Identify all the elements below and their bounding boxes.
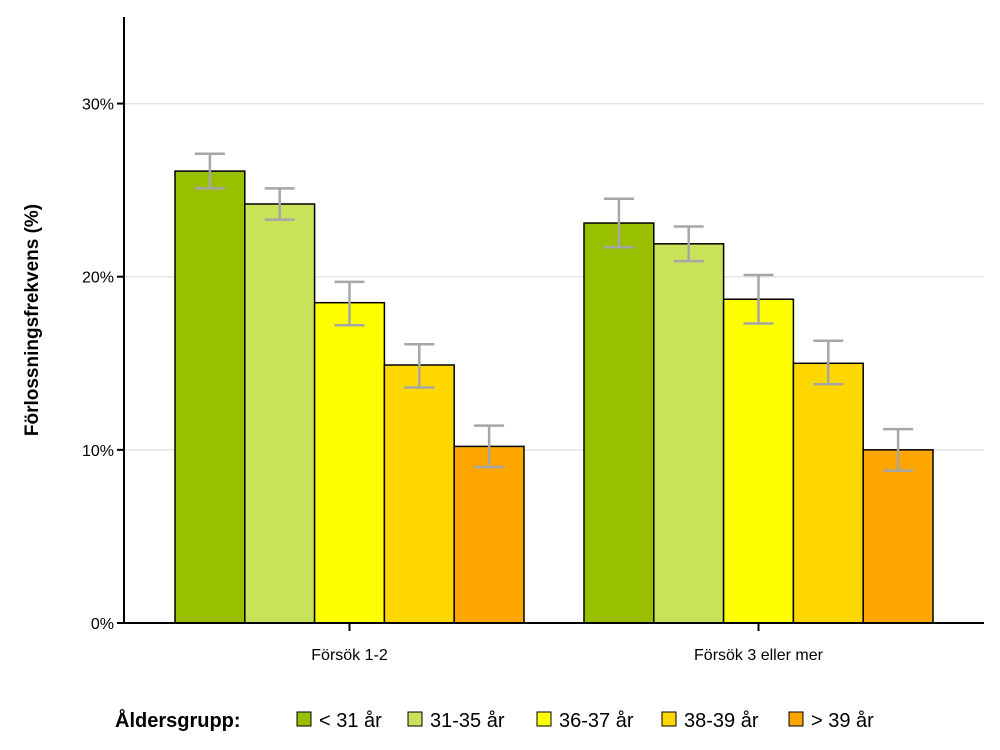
error-bar xyxy=(813,339,844,386)
legend-swatch xyxy=(661,711,677,727)
x-tick-labels: Försök 1-2 Försök 3 eller mer xyxy=(311,647,823,664)
y-tick-label: 20% xyxy=(82,270,114,287)
error-bar xyxy=(404,342,435,389)
y-tick-label: 10% xyxy=(82,443,114,460)
legend-item: 38-39 år xyxy=(661,710,759,732)
legend-item: > 39 år xyxy=(788,710,874,732)
legend-item: < 31 år xyxy=(296,710,382,732)
bar xyxy=(653,243,725,624)
error-bar xyxy=(194,152,225,190)
error-bar xyxy=(264,187,295,221)
error-bar xyxy=(673,225,704,263)
error-bar xyxy=(474,424,505,469)
legend-label: 38-39 år xyxy=(684,710,759,732)
bar xyxy=(313,301,386,624)
y-axis-label: Förlossningsfrekvens (%) xyxy=(22,204,43,436)
bar xyxy=(174,170,246,624)
bar xyxy=(383,364,455,624)
axes xyxy=(117,17,984,631)
legend-label: 36-37 år xyxy=(559,710,634,732)
legend-label: < 31 år xyxy=(319,710,382,732)
y-tick-label: 0% xyxy=(91,616,114,633)
bar xyxy=(792,362,864,624)
bar xyxy=(862,449,934,624)
error-bar xyxy=(603,197,634,249)
legend-title: Åldersgrupp: xyxy=(115,708,241,732)
legend: Åldersgrupp: < 31 år 31-35 år 36-37 år 38-3… xyxy=(115,708,874,732)
bar xyxy=(244,203,316,624)
legend-swatch xyxy=(296,711,312,727)
legend-swatch xyxy=(536,711,552,727)
bar xyxy=(453,445,525,624)
error-bar xyxy=(883,427,914,472)
bar xyxy=(722,298,795,624)
error-bar xyxy=(334,280,365,327)
error-bars xyxy=(194,152,914,472)
legend-swatch xyxy=(407,711,423,727)
y-tick-label: 30% xyxy=(82,97,114,114)
x-tick-label: Försök 3 eller mer xyxy=(694,647,824,664)
legend-item: 36-37 år xyxy=(536,710,634,732)
legend-label: > 39 år xyxy=(811,710,874,732)
legend-swatch xyxy=(788,711,804,727)
legend-item: 31-35 år xyxy=(407,710,505,732)
legend-label: 31-35 år xyxy=(430,710,505,732)
bars xyxy=(174,170,934,624)
x-tick-label: Försök 1-2 xyxy=(311,647,388,664)
error-bar xyxy=(743,273,774,325)
bar xyxy=(583,222,655,624)
y-tick-labels: 0% 10% 20% 30% xyxy=(82,97,114,633)
